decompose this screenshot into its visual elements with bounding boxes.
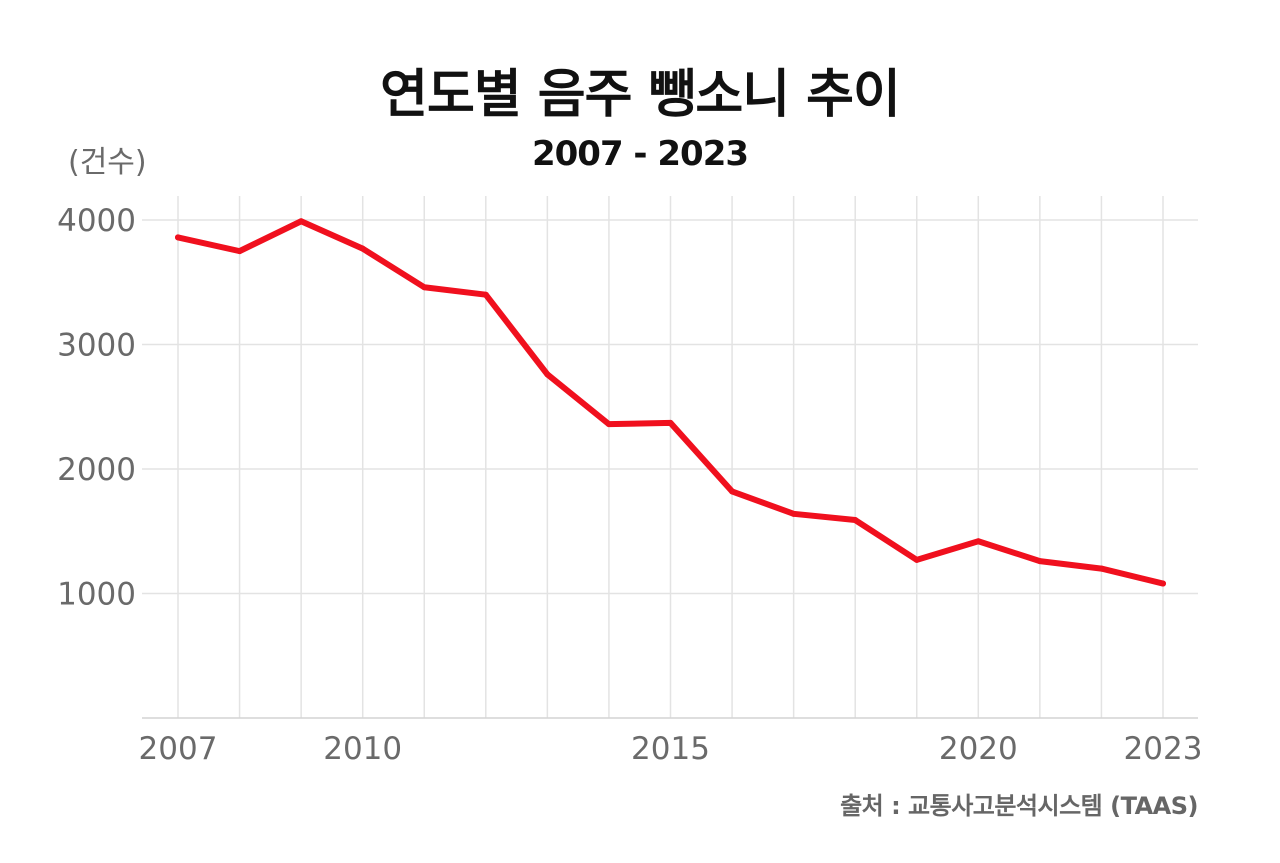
chart-title: 연도별 음주 뺑소니 추이 <box>380 65 901 125</box>
data-point-2010 <box>359 245 366 252</box>
data-point-2009 <box>298 218 305 225</box>
vertical-gridlines <box>177 196 1164 718</box>
data-point-2018 <box>852 517 859 524</box>
x-tick-label: 2007 <box>139 731 218 767</box>
x-tick-label: 2020 <box>939 731 1018 767</box>
y-tick-label: 2000 <box>57 452 136 488</box>
y-unit-label: (건수) <box>68 145 147 180</box>
data-point-2008 <box>236 248 243 255</box>
data-point-2019 <box>913 556 920 563</box>
data-point-2007 <box>175 234 181 241</box>
x-tick-label: 2015 <box>631 731 710 767</box>
y-tick-label: 3000 <box>57 328 136 364</box>
y-tick-label: 4000 <box>57 203 136 239</box>
data-point-2023 <box>1160 580 1166 587</box>
x-tick-labels: 2007 2010 2015 2020 2023 <box>139 731 1203 767</box>
data-point-2017 <box>790 510 797 517</box>
y-tick-labels: 1000 2000 3000 4000 <box>57 203 136 613</box>
data-point-2021 <box>1036 558 1043 565</box>
data-point-2013 <box>544 371 551 378</box>
data-point-2020 <box>975 538 982 545</box>
y-tick-label: 1000 <box>57 577 136 613</box>
x-tick-label: 2010 <box>323 731 402 767</box>
data-point-2016 <box>729 488 736 495</box>
x-tick-label: 2023 <box>1124 731 1203 767</box>
data-point-2014 <box>605 421 612 428</box>
source-note: 출처 : 교통사고분석시스템 (TAAS) <box>840 792 1198 820</box>
series-layer <box>175 218 1166 587</box>
data-point-2015 <box>667 419 674 426</box>
horizontal-gridlines <box>142 219 1198 595</box>
data-point-2022 <box>1098 565 1105 572</box>
data-point-2012 <box>482 291 489 298</box>
chart-subtitle: 2007 - 2023 <box>531 134 749 174</box>
data-point-2011 <box>421 284 428 291</box>
